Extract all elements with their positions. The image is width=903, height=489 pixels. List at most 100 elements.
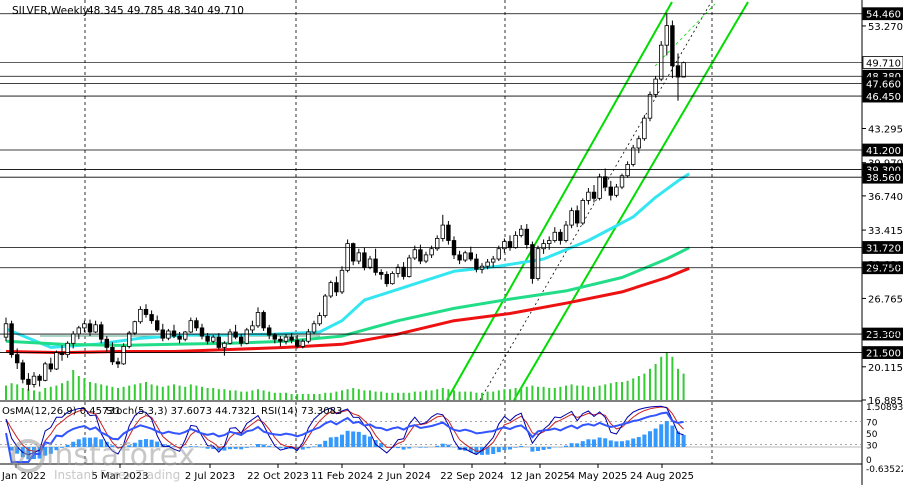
candle bbox=[468, 246, 473, 262]
candle-body bbox=[591, 191, 597, 199]
candle-body bbox=[104, 338, 109, 348]
candle bbox=[149, 310, 154, 324]
candle-body bbox=[87, 323, 93, 333]
x-tick-label: 2 Jun 2024 bbox=[377, 471, 431, 482]
candle bbox=[423, 251, 429, 264]
candle-body bbox=[614, 186, 619, 196]
candle bbox=[580, 198, 585, 226]
volume-bars bbox=[5, 352, 685, 400]
candle-body bbox=[328, 282, 333, 297]
candle bbox=[20, 359, 25, 384]
x-tick-label: 5 Mar 2023 bbox=[91, 471, 148, 482]
candle bbox=[384, 271, 389, 287]
candle-body bbox=[306, 331, 311, 342]
candle bbox=[205, 333, 210, 345]
x-tick-label: 22 Sep 2024 bbox=[440, 471, 503, 482]
candle-body bbox=[653, 78, 658, 95]
candle-body bbox=[530, 244, 535, 279]
candle bbox=[216, 333, 221, 350]
level-label-box bbox=[862, 261, 903, 275]
candle bbox=[446, 220, 451, 245]
candle bbox=[653, 76, 658, 98]
candles bbox=[3, 13, 686, 391]
candle-body bbox=[132, 321, 137, 334]
candle-body bbox=[446, 224, 451, 241]
rsi-label: RSI(14) 73.3083 bbox=[261, 406, 342, 417]
candle-body bbox=[631, 147, 636, 165]
candle-body bbox=[37, 375, 42, 381]
candle-body bbox=[675, 65, 681, 78]
candle bbox=[659, 41, 664, 82]
candle bbox=[356, 248, 361, 265]
candle-body bbox=[586, 191, 591, 201]
level-label-box bbox=[862, 7, 903, 21]
candle bbox=[87, 319, 93, 337]
candle-body bbox=[244, 329, 249, 344]
axes: 54.46049.71048.38047.66046.45041.20039.3… bbox=[0, 7, 903, 482]
candle-body bbox=[345, 243, 350, 271]
candle bbox=[311, 320, 317, 335]
candle-body bbox=[82, 323, 87, 329]
y-tick-label: 20.115 bbox=[868, 363, 903, 374]
candle bbox=[367, 255, 373, 270]
candle-body bbox=[322, 295, 328, 316]
candle bbox=[322, 293, 328, 318]
candle-body bbox=[182, 331, 188, 340]
candle-body bbox=[149, 314, 154, 322]
candle-body bbox=[457, 254, 462, 261]
level-label-box bbox=[862, 56, 903, 69]
candle-body bbox=[177, 335, 182, 340]
candle-body bbox=[65, 342, 70, 356]
candle bbox=[575, 205, 580, 228]
candle bbox=[597, 173, 602, 201]
candle-body bbox=[255, 312, 261, 327]
candle-body bbox=[14, 354, 20, 364]
candle-body bbox=[563, 224, 569, 241]
candle-body bbox=[373, 258, 378, 273]
candle-body bbox=[143, 308, 149, 315]
candle-body bbox=[519, 228, 524, 236]
candle-body bbox=[76, 327, 81, 335]
candle bbox=[306, 328, 311, 344]
candle bbox=[317, 312, 322, 326]
candle bbox=[48, 357, 53, 373]
candle-body bbox=[154, 320, 160, 331]
y-tick-label: 53.270 bbox=[868, 22, 903, 33]
y-tick-label: 30.090 bbox=[868, 260, 903, 271]
candle-body bbox=[9, 323, 14, 356]
candle bbox=[670, 20, 675, 79]
stoch-main-line bbox=[5, 405, 684, 456]
candle-body bbox=[261, 312, 266, 329]
candle-body bbox=[659, 44, 664, 80]
candle bbox=[110, 342, 115, 365]
candle bbox=[642, 115, 647, 141]
stoch-label: Stoch(5,3,3) 37.6073 44.7321 bbox=[106, 406, 257, 417]
candle-body bbox=[423, 254, 429, 262]
candle-body bbox=[350, 243, 356, 262]
candle-body bbox=[227, 331, 233, 344]
candle-body bbox=[127, 332, 132, 347]
candle bbox=[82, 320, 87, 332]
candle bbox=[250, 320, 255, 334]
candle bbox=[552, 227, 557, 243]
candle bbox=[272, 333, 277, 344]
candle-body bbox=[166, 330, 171, 339]
candle-body bbox=[395, 266, 401, 274]
level-label: 29.750 bbox=[866, 264, 901, 275]
candle-body bbox=[507, 241, 513, 249]
candle-body bbox=[636, 138, 641, 149]
level-label-box bbox=[862, 143, 903, 157]
candle-body bbox=[569, 210, 574, 226]
candle-body bbox=[289, 336, 294, 341]
candle-body bbox=[664, 25, 669, 46]
candle bbox=[608, 180, 613, 201]
candle-body bbox=[339, 269, 345, 293]
candle-body bbox=[440, 224, 445, 239]
candle-body bbox=[216, 336, 221, 348]
candle-body bbox=[356, 252, 361, 262]
candle bbox=[182, 330, 188, 342]
candle-body bbox=[418, 249, 423, 262]
candle-body bbox=[26, 378, 31, 385]
candle bbox=[93, 320, 98, 334]
